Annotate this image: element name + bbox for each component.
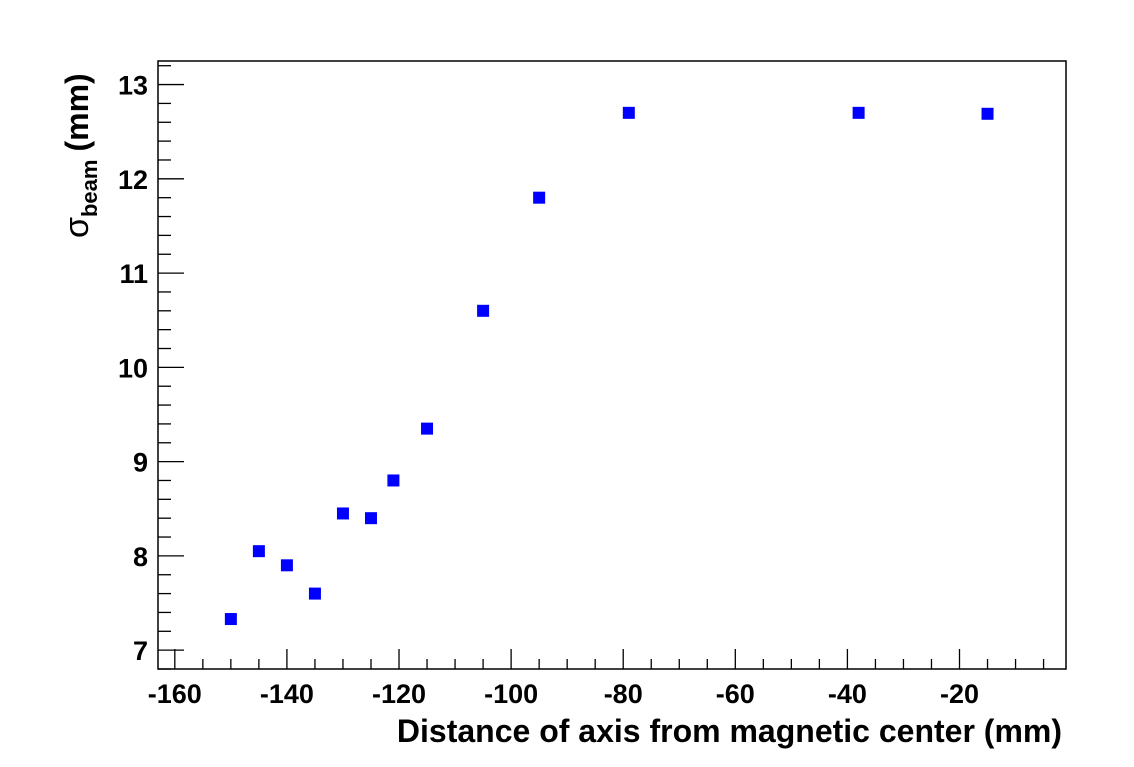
data-point — [252, 545, 265, 558]
y-axis-title-subscript: beam — [77, 160, 102, 217]
data-point — [308, 587, 321, 600]
x-tick-label: -100 — [484, 679, 538, 709]
data-point — [224, 613, 237, 626]
data-points — [224, 106, 994, 626]
plot-area-frame — [157, 60, 1067, 670]
data-point — [477, 304, 490, 317]
y-axis-title: σbeam (mm) — [58, 73, 102, 238]
y-tick-label: 7 — [133, 636, 148, 666]
y-tick-label: 8 — [133, 542, 148, 572]
x-tick-label: -40 — [828, 679, 867, 709]
x-tick-label: -120 — [372, 679, 426, 709]
x-axis-tick-labels: -160 -140 -120 -100 -80 -60 -40 -20 — [148, 679, 979, 709]
y-axis-tick-labels: 7 8 9 10 11 12 13 — [118, 71, 148, 667]
data-point — [336, 507, 349, 520]
data-point — [364, 512, 377, 525]
x-tick-label: -140 — [260, 679, 314, 709]
x-axis-title: Distance of axis from magnetic center (m… — [397, 713, 1062, 749]
x-tick-label: -20 — [940, 679, 979, 709]
y-axis-ticks — [158, 65, 184, 670]
data-point — [533, 191, 546, 204]
data-point — [387, 474, 400, 487]
data-point — [280, 559, 293, 572]
y-tick-label: 13 — [118, 71, 148, 101]
y-axis-title-symbol: σ — [58, 217, 96, 238]
y-tick-label: 11 — [119, 259, 148, 289]
x-tick-label: -160 — [148, 679, 202, 709]
y-axis-title-unit: (mm) — [59, 73, 95, 151]
y-tick-label: 9 — [133, 448, 148, 478]
y-tick-label: 10 — [118, 353, 148, 383]
data-point — [421, 422, 434, 435]
x-tick-label: -80 — [604, 679, 643, 709]
data-point — [622, 106, 635, 119]
x-axis-ticks — [174, 649, 1045, 669]
data-point — [852, 106, 865, 119]
data-point — [981, 107, 994, 120]
y-tick-label: 12 — [118, 165, 148, 195]
x-tick-label: -60 — [716, 679, 755, 709]
